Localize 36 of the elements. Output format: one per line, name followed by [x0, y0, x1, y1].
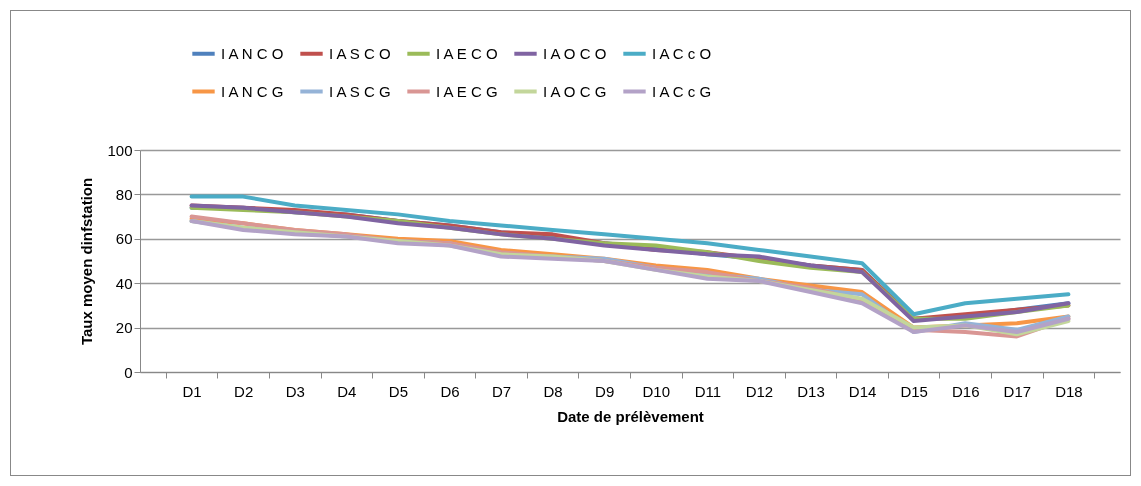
x-tick-label: D11 — [694, 382, 722, 400]
y-tick-label: 20 — [115, 319, 133, 337]
y-tick-label: 100 — [107, 141, 133, 159]
x-tick-label: D13 — [797, 382, 825, 400]
legend-label: I A E C O — [436, 44, 498, 62]
x-tick-label: D6 — [440, 382, 460, 400]
legend-label: I A E C G — [436, 82, 498, 100]
legend-label: I A C c G — [652, 82, 712, 100]
legend-label: I A N C O — [221, 44, 284, 62]
legend-label: I A S C G — [329, 82, 391, 100]
x-tick-label: D9 — [595, 382, 615, 400]
x-tick-label: D10 — [642, 382, 671, 400]
x-tick-label: D5 — [388, 382, 408, 400]
x-tick-label: D14 — [848, 382, 877, 400]
legend-label: I A N C G — [221, 82, 284, 100]
x-tick-label: D16 — [952, 382, 980, 400]
x-axis-title: Date de prélèvement — [557, 407, 704, 425]
x-tick-label: D2 — [234, 382, 254, 400]
y-tick-label: 60 — [115, 230, 133, 248]
legend-label: I A O C O — [543, 44, 607, 62]
legend-label: I A O C G — [543, 82, 607, 100]
x-tick-label: D7 — [491, 382, 512, 400]
legend-label: I A C c O — [652, 44, 712, 62]
x-tick-label: D8 — [543, 382, 563, 400]
y-tick-label: 40 — [115, 274, 133, 292]
x-tick-label: D18 — [1055, 382, 1083, 400]
x-tick-label: D1 — [182, 382, 202, 400]
legend-label: I A S C O — [329, 44, 391, 62]
y-tick-label: 0 — [124, 363, 133, 381]
x-tick-label: D4 — [337, 382, 357, 400]
x-tick-label: D3 — [285, 382, 305, 400]
x-tick-label: D17 — [1003, 382, 1032, 400]
x-tick-label: D12 — [745, 382, 774, 400]
y-axis-title: Taux moyen dinfstation — [78, 177, 96, 346]
y-tick-label: 80 — [115, 185, 133, 203]
x-tick-label: D15 — [900, 382, 928, 400]
